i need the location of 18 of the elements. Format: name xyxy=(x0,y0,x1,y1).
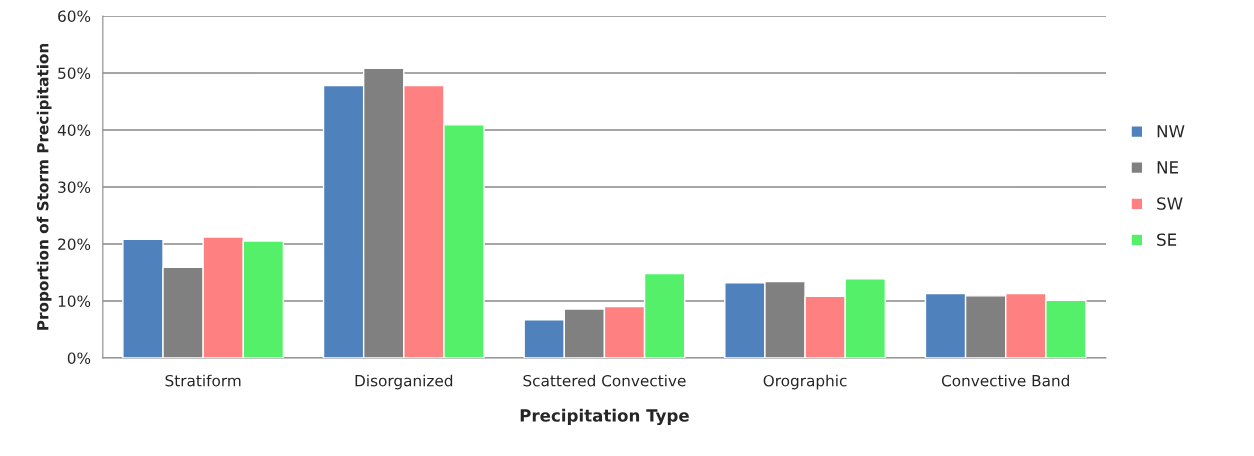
y-tick-label: 40% xyxy=(57,124,91,136)
x-tick-label: Scattered Convective xyxy=(523,374,686,387)
y-tick-label: 0% xyxy=(67,352,91,364)
y-tick-label: 60% xyxy=(58,10,91,22)
legend-label: SW xyxy=(1157,197,1183,210)
x-tick-label: Orographic xyxy=(763,374,847,390)
y-tick-label: 50% xyxy=(58,67,91,79)
y-tick-label: 10% xyxy=(58,295,91,307)
legend-label: SE xyxy=(1157,233,1177,246)
x-tick-label: Disorganized xyxy=(355,374,453,390)
x-tick-label: Convective Band xyxy=(941,374,1069,387)
y-axis-title: Proportion of Storm Precipitation xyxy=(36,43,52,330)
y-tick-label: 20% xyxy=(58,238,91,250)
x-axis-title: Precipitation Type xyxy=(520,408,689,426)
x-tick-label: Stratiform xyxy=(165,374,241,387)
y-tick-label: 30% xyxy=(58,181,91,193)
legend-label: NW xyxy=(1157,125,1185,138)
legend-label: NE xyxy=(1157,161,1178,174)
